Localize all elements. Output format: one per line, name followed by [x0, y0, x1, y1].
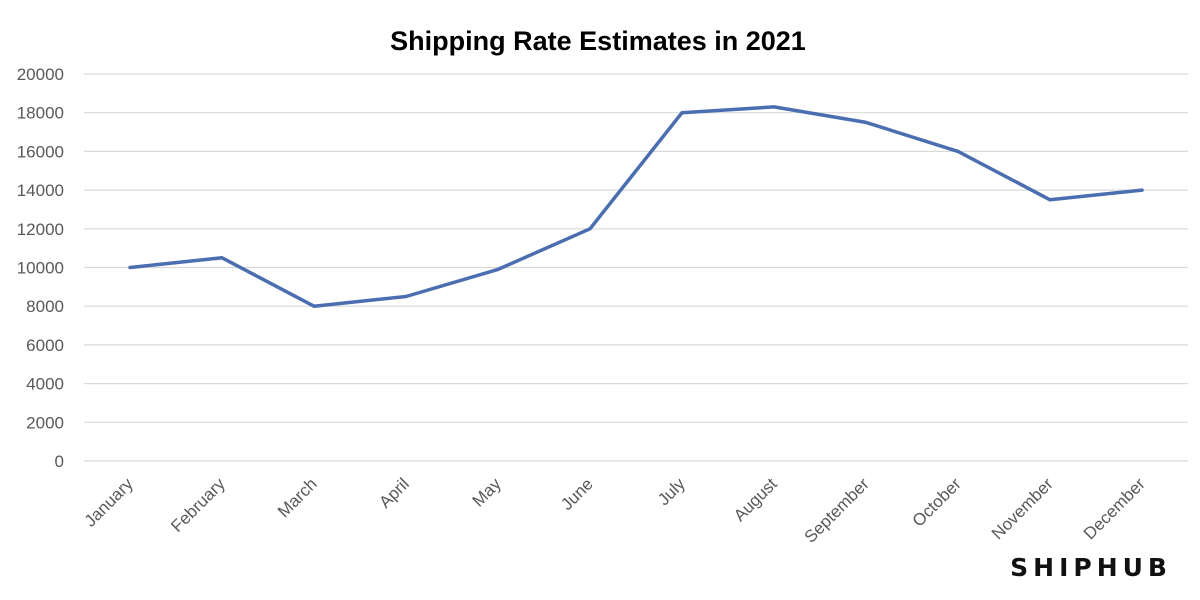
y-tick-label: 18000 [17, 104, 64, 123]
y-tick-label: 0 [55, 452, 64, 471]
data-point-august [772, 105, 776, 109]
y-tick-label: 2000 [26, 413, 64, 432]
shiphub-logo: SHIPHUB [1010, 553, 1172, 582]
x-tick-label-february: February [167, 474, 229, 536]
data-point-may [496, 267, 500, 271]
x-tick-label-december: December [1080, 474, 1149, 543]
y-tick-label: 4000 [26, 375, 64, 394]
x-tick-label-january: January [81, 474, 138, 531]
x-tick-label-march: March [274, 474, 321, 521]
x-tick-label-july: July [654, 474, 689, 509]
data-point-february [220, 256, 224, 260]
data-point-january [128, 266, 132, 269]
data-point-november [1048, 198, 1052, 202]
data-point-september [864, 120, 868, 124]
y-tick-label: 12000 [17, 220, 64, 239]
data-point-june [588, 227, 592, 231]
data-point-april [404, 295, 408, 299]
x-axis-ticks: January February March April May June July Augu… [81, 474, 1149, 547]
series-layer [128, 105, 1144, 308]
y-axis-ticks: 0 2000 4000 6000 8000 10000 12000 14000 16000 180… [17, 65, 64, 471]
data-point-july [680, 111, 684, 115]
y-tick-label: 20000 [17, 65, 64, 84]
data-point-october [956, 149, 960, 153]
y-tick-label: 10000 [17, 259, 64, 278]
chart-title: Shipping Rate Estimates in 2021 [390, 26, 806, 56]
x-tick-label-june: June [557, 474, 597, 514]
x-tick-label-november: November [988, 474, 1057, 543]
y-tick-label: 6000 [26, 336, 64, 355]
x-tick-label-september: September [801, 474, 873, 546]
y-tick-label: 8000 [26, 297, 64, 316]
x-tick-label-october: October [909, 474, 965, 530]
y-tick-label: 14000 [17, 181, 64, 200]
x-tick-label-may: May [469, 474, 505, 510]
x-tick-label-april: April [375, 474, 412, 511]
data-point-december [1140, 188, 1144, 192]
gridlines [84, 73, 1188, 462]
data-point-march [312, 304, 316, 308]
x-tick-label-august: August [730, 474, 781, 525]
y-tick-label: 16000 [17, 142, 64, 161]
series-line-0 [128, 105, 1144, 308]
